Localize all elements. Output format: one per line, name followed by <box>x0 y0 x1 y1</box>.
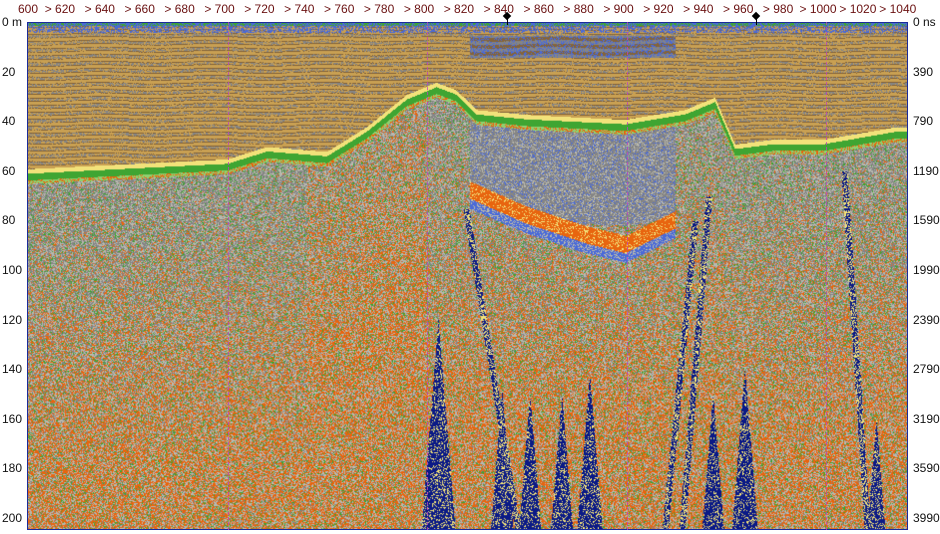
x-tick-label: > 940 <box>683 2 714 16</box>
x-tick-label: > 980 <box>762 2 794 16</box>
x-tick-label: > 1000 <box>799 2 837 16</box>
depth-tick-label: 40 <box>2 114 16 129</box>
position-marker[interactable] <box>756 15 758 25</box>
x-tick-label: > 900 <box>603 2 634 16</box>
depth-tick-label: 180 <box>2 461 23 476</box>
x-tick-label: > 780 <box>363 2 395 16</box>
depth-tick-label: 60 <box>2 163 16 178</box>
x-tick-label: > 720 <box>244 2 275 16</box>
x-tick-label: > 880 <box>563 2 594 16</box>
x-tick-label: > 660 <box>124 2 155 16</box>
position-marker[interactable] <box>506 15 508 25</box>
depth-tick-label: 120 <box>2 312 23 327</box>
depth-tick-label: 200 <box>2 511 23 525</box>
x-tick-label: > 800 <box>403 2 435 16</box>
depth-tick-label: 100 <box>2 263 23 277</box>
x-tick-label: > 700 <box>204 2 235 16</box>
grid-line <box>826 22 827 530</box>
time-tick-label: 1590 <box>913 213 940 228</box>
grid-line <box>427 22 428 530</box>
x-tick-label: > 760 <box>324 2 355 16</box>
depth-tick-label: 160 <box>2 411 23 426</box>
x-tick-label: > 680 <box>164 2 195 16</box>
time-tick-label: 390 <box>913 64 934 79</box>
x-tick-label: > 960 <box>723 2 754 16</box>
grid-line <box>626 22 628 530</box>
x-tick-label: > 1040 <box>879 2 917 16</box>
x-tick-label: > 920 <box>643 2 674 16</box>
x-tick-label: > 620 <box>44 2 76 16</box>
depth-tick-label: 20 <box>2 64 16 79</box>
depth-tick-label: 0 m <box>2 15 23 29</box>
x-tick-label: > 740 <box>284 2 315 16</box>
time-tick-label: 0 ns <box>913 15 936 29</box>
radargram-plot[interactable] <box>27 22 908 530</box>
depth-tick-label: 80 <box>2 213 16 228</box>
time-tick-label: 790 <box>913 114 934 129</box>
x-tick-label: > 1020 <box>839 2 877 16</box>
time-tick-label: 1990 <box>913 263 940 277</box>
time-tick-label: 1190 <box>913 163 939 178</box>
time-tick-label: 2790 <box>913 362 940 377</box>
time-tick-label: 3190 <box>913 411 940 426</box>
x-tick-label: 600 <box>17 2 39 16</box>
grid-line <box>227 22 229 530</box>
x-tick-label: > 820 <box>443 2 475 16</box>
time-tick-label: 3990 <box>913 511 940 525</box>
radargram-image[interactable] <box>28 23 907 529</box>
depth-tick-label: 140 <box>2 362 23 377</box>
x-tick-label: > 640 <box>84 2 115 16</box>
x-tick-label: > 860 <box>523 2 554 16</box>
time-tick-label: 2390 <box>913 312 940 327</box>
time-tick-label: 3590 <box>913 461 940 476</box>
